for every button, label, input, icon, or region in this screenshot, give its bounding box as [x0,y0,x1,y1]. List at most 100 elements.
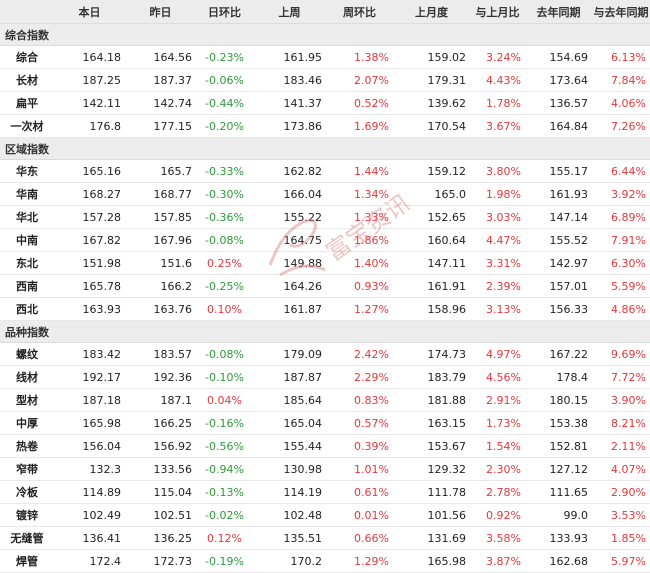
value-cell: 157.28 [54,205,125,229]
value-cell: 166.2 [125,274,196,298]
value-cell: 101.56 [393,503,470,527]
table-row: 长材 187.25 187.37 -0.06% 183.46 2.07% 179.31 4.4… [0,68,650,92]
value-cell: 163.93 [54,297,125,321]
value-cell: 99.0 [525,503,592,527]
section-header: 品种指数 [0,320,650,343]
change-cell: -0.20% [196,114,253,138]
table-row: 型材 187.18 187.1 0.04% 185.64 0.83% 181.88 2.91%… [0,388,650,412]
change-cell: -0.06% [196,68,253,92]
value-cell: 155.22 [253,205,326,229]
table-row: 华南 168.27 168.77 -0.30% 166.04 1.34% 165.0 1.98… [0,182,650,206]
value-cell: 162.82 [253,159,326,183]
value-cell: 164.84 [525,114,592,138]
section-header: 综合指数 [0,23,650,46]
change-cell: -0.08% [196,228,253,252]
row-label: 西北 [0,297,54,321]
change-cell: 4.06% [592,91,650,115]
change-cell: 1.86% [326,228,393,252]
row-label: 窄带 [0,457,54,481]
value-cell: 181.88 [393,388,470,412]
value-cell: 167.82 [54,228,125,252]
value-cell: 163.15 [393,411,470,435]
change-cell: 2.91% [470,388,525,412]
change-cell: 0.92% [470,503,525,527]
value-cell: 187.87 [253,365,326,389]
change-cell: 1.54% [470,434,525,458]
table-row: 中南 167.82 167.96 -0.08% 164.75 1.86% 160.64 4.4… [0,228,650,252]
value-cell: 130.98 [253,457,326,481]
value-cell: 185.64 [253,388,326,412]
value-cell: 176.8 [54,114,125,138]
value-cell: 159.02 [393,45,470,69]
table-row: 西南 165.78 166.2 -0.25% 164.26 0.93% 161.91 2.39… [0,274,650,298]
row-label: 螺纹 [0,342,54,366]
row-label: 无缝管 [0,526,54,550]
row-label: 中厚 [0,411,54,435]
change-cell: 1.44% [326,159,393,183]
value-cell: 155.17 [525,159,592,183]
change-cell: 4.86% [592,297,650,321]
value-cell: 114.19 [253,480,326,504]
change-cell: 2.30% [470,457,525,481]
value-cell: 166.04 [253,182,326,206]
change-cell: -0.10% [196,365,253,389]
table-row: 华东 165.16 165.7 -0.33% 162.82 1.44% 159.12 3.80… [0,159,650,183]
table-row: 扁平 142.11 142.74 -0.44% 141.37 0.52% 139.62 1.7… [0,91,650,115]
header-vs-last-month: 与上月比 [470,0,525,24]
section-header: 区域指数 [0,137,650,160]
change-cell: 2.39% [470,274,525,298]
value-cell: 165.16 [54,159,125,183]
value-cell: 167.22 [525,342,592,366]
value-cell: 164.75 [253,228,326,252]
change-cell: 3.03% [470,205,525,229]
change-cell: -0.56% [196,434,253,458]
header-today: 本日 [54,0,125,24]
value-cell: 151.98 [54,251,125,275]
change-cell: 3.24% [470,45,525,69]
value-cell: 178.4 [525,365,592,389]
value-cell: 187.37 [125,68,196,92]
change-cell: 1.40% [326,251,393,275]
change-cell: -0.94% [196,457,253,481]
value-cell: 136.57 [525,91,592,115]
change-cell: 8.21% [592,411,650,435]
change-cell: 6.13% [592,45,650,69]
value-cell: 165.04 [253,411,326,435]
value-cell: 142.97 [525,251,592,275]
value-cell: 114.89 [54,480,125,504]
value-cell: 136.25 [125,526,196,550]
change-cell: 0.04% [196,388,253,412]
value-cell: 156.92 [125,434,196,458]
header-last-week: 上周 [253,0,326,24]
row-label: 型材 [0,388,54,412]
value-cell: 168.27 [54,182,125,206]
value-cell: 163.76 [125,297,196,321]
value-cell: 187.18 [54,388,125,412]
row-label: 中南 [0,228,54,252]
value-cell: 139.62 [393,91,470,115]
change-cell: -0.19% [196,549,253,573]
value-cell: 149.88 [253,251,326,275]
value-cell: 166.25 [125,411,196,435]
value-cell: 173.64 [525,68,592,92]
change-cell: 1.38% [326,45,393,69]
change-cell: 3.92% [592,182,650,206]
value-cell: 172.4 [54,549,125,573]
change-cell: 2.11% [592,434,650,458]
section-title: 综合指数 [0,23,650,46]
value-cell: 147.14 [525,205,592,229]
value-cell: 187.25 [54,68,125,92]
value-cell: 111.78 [393,480,470,504]
value-cell: 187.1 [125,388,196,412]
change-cell: 1.29% [326,549,393,573]
row-label: 一次材 [0,114,54,138]
change-cell: 3.67% [470,114,525,138]
change-cell: 3.13% [470,297,525,321]
change-cell: 3.80% [470,159,525,183]
value-cell: 129.32 [393,457,470,481]
value-cell: 111.65 [525,480,592,504]
change-cell: 6.30% [592,251,650,275]
header-weekly-change: 周环比 [326,0,393,24]
table-row: 窄带 132.3 133.56 -0.94% 130.98 1.01% 129.32 2.30… [0,457,650,481]
change-cell: 0.01% [326,503,393,527]
